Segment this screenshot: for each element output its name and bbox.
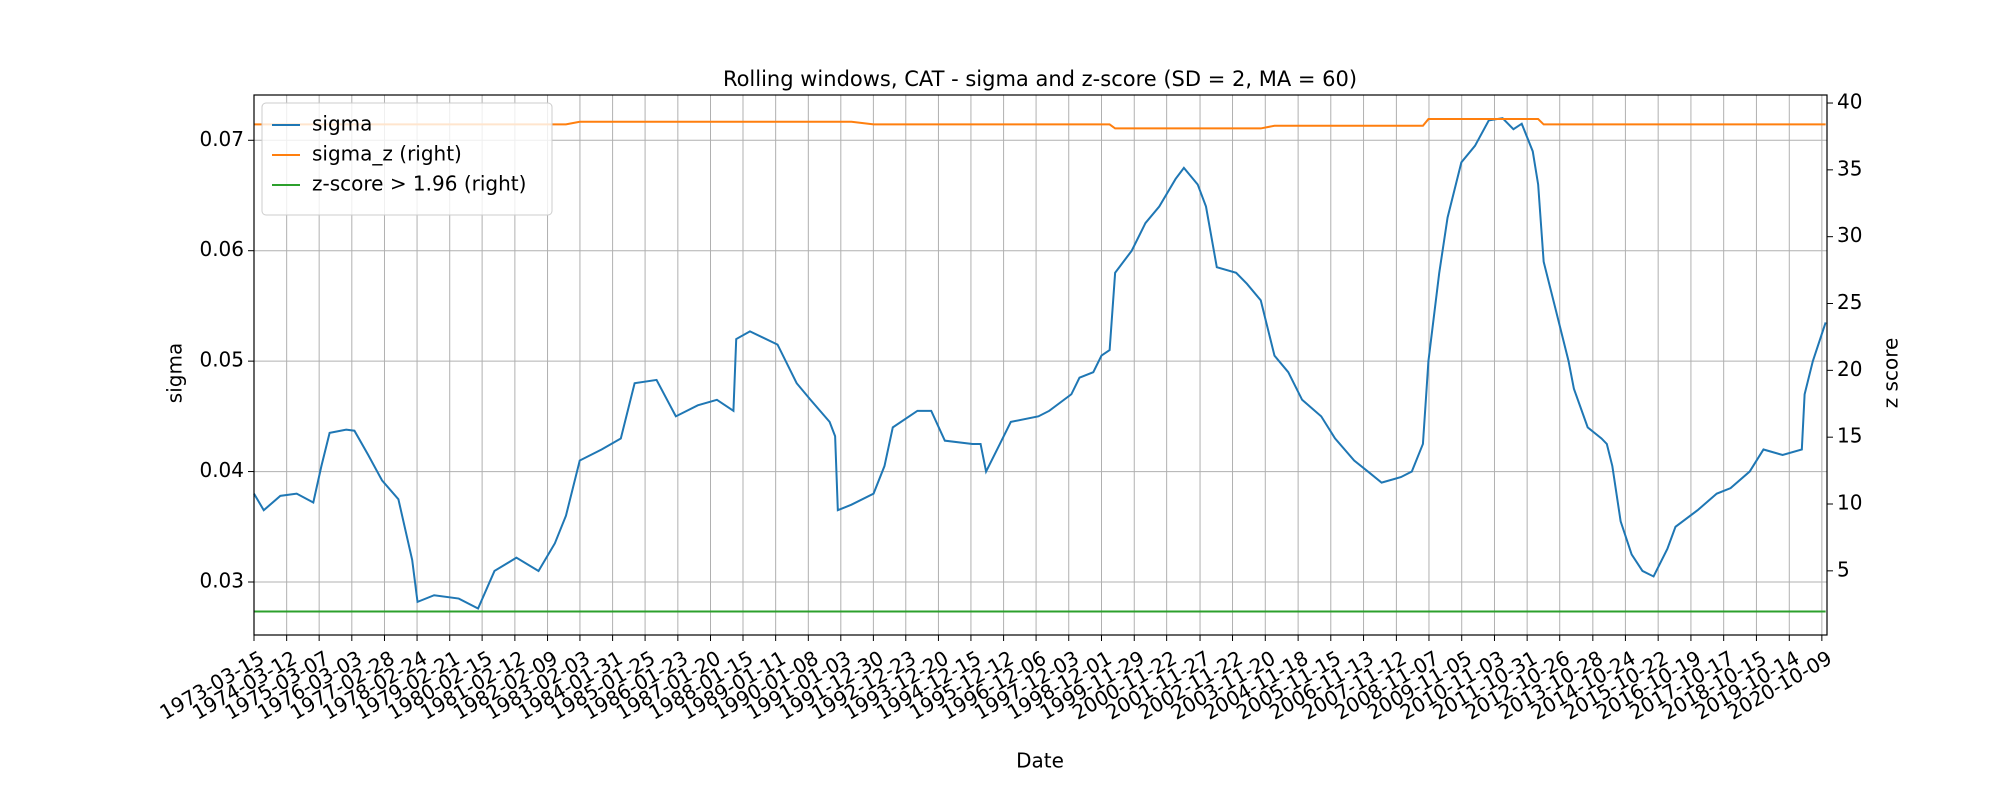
y2-tick-label: 5	[1837, 557, 1850, 581]
y2-tick-label: 15	[1837, 424, 1862, 448]
plot-frame	[253, 94, 1828, 636]
y-tick-label: 0.05	[199, 348, 244, 372]
series-line	[253, 117, 1827, 610]
chart-title: Rolling windows, CAT - sigma and z-score…	[723, 67, 1357, 91]
y2-tick-label: 20	[1837, 357, 1862, 381]
legend-box	[261, 102, 553, 216]
legend-label: sigma_z (right)	[312, 142, 462, 166]
y-tick-label: 0.03	[199, 568, 244, 592]
legend-label: z-score > 1.96 (right)	[312, 172, 526, 196]
y2-tick-label: 25	[1837, 290, 1862, 314]
y-tick-label: 0.06	[199, 237, 244, 261]
y2-tick-label: 40	[1837, 90, 1862, 114]
y-tick-label: 0.07	[199, 127, 244, 151]
legend-label: sigma	[312, 112, 372, 136]
y2-tick-label: 35	[1837, 156, 1862, 180]
y-axis-label: sigma	[163, 343, 187, 403]
y2-tick-label: 10	[1837, 491, 1862, 515]
y2-axis-label: z score	[1879, 338, 1903, 409]
y-tick-label: 0.04	[199, 458, 244, 482]
x-axis-label: Date	[1016, 749, 1064, 773]
y2-tick-label: 30	[1837, 223, 1862, 247]
